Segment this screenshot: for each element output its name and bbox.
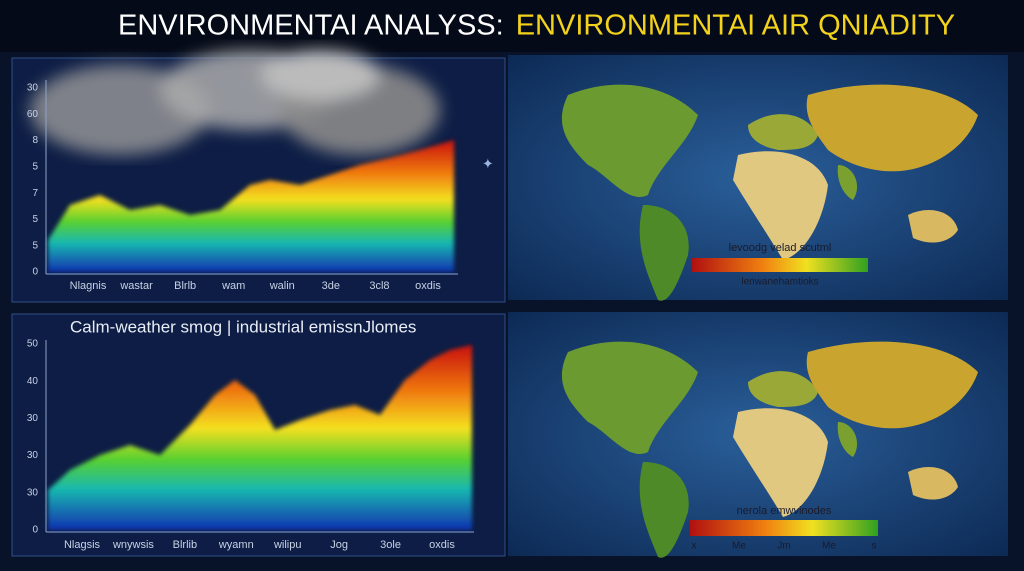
y-tick-label: 5 bbox=[32, 240, 38, 251]
x-tick-label: wastar bbox=[119, 280, 153, 292]
x-tick-label: wyamn bbox=[218, 539, 254, 551]
x-tick-label: Blrlib bbox=[173, 539, 197, 551]
x-tick-label: oxdis bbox=[429, 539, 455, 551]
x-tick-label: oxdis bbox=[415, 280, 441, 292]
legend-bar bbox=[690, 520, 878, 536]
area bbox=[48, 140, 454, 272]
y-tick-label: 5 bbox=[32, 161, 38, 172]
title-band bbox=[0, 0, 1024, 52]
y-tick-label: 50 bbox=[27, 339, 39, 350]
x-tick-label: walin bbox=[269, 280, 295, 292]
x-tick-label: wnywsis bbox=[112, 539, 154, 551]
y-tick-label: 8 bbox=[32, 135, 38, 146]
y-tick-label: 30 bbox=[27, 83, 39, 94]
area bbox=[48, 345, 472, 530]
y-tick-label: 40 bbox=[27, 376, 39, 387]
legend-title: nerola emwvinodes bbox=[737, 505, 832, 517]
x-tick-label: Nlagsis bbox=[64, 539, 101, 551]
y-tick-label: 60 bbox=[27, 109, 39, 120]
y-tick-label: 0 bbox=[32, 267, 38, 278]
x-tick-label: s bbox=[872, 541, 877, 552]
y-tick-label: 0 bbox=[32, 525, 38, 536]
y-tick-label: 5 bbox=[32, 214, 38, 225]
icon: ✦ bbox=[482, 156, 494, 172]
x-tick-label: Jm bbox=[777, 541, 790, 552]
legend-bar bbox=[692, 258, 868, 272]
y-tick-label: 30 bbox=[27, 450, 39, 461]
x-tick-label: wam bbox=[221, 280, 245, 292]
x-tick-label: 3ole bbox=[380, 539, 401, 551]
x-tick-label: 3de bbox=[322, 280, 340, 292]
x-tick-label: x bbox=[692, 541, 697, 552]
x-tick-label: Blrlb bbox=[174, 280, 196, 292]
legend-caption: lenwanehamtioks bbox=[741, 277, 818, 288]
panel-title: Calm-weather smog | industrial emissnJlo… bbox=[70, 317, 416, 336]
x-tick-label: Me bbox=[732, 541, 746, 552]
x-tick-label: 3cl8 bbox=[369, 280, 389, 292]
y-tick-label: 30 bbox=[27, 487, 39, 498]
title-white: ENVIRONMENTAI ANALYSS: bbox=[118, 10, 504, 42]
y-tick-label: 30 bbox=[27, 413, 39, 424]
x-tick-label: Nlagnis bbox=[70, 280, 107, 292]
title-yellow: ENVIRONMENTAI AIR QNIADITY bbox=[516, 10, 955, 42]
legend-title: levoodg velad scutml bbox=[729, 242, 832, 254]
x-tick-label: Jog bbox=[330, 539, 348, 551]
smoke bbox=[30, 50, 440, 155]
x-tick-label: Me bbox=[822, 541, 836, 552]
x-tick-label: wilipu bbox=[273, 539, 302, 551]
y-tick-label: 7 bbox=[32, 188, 38, 199]
